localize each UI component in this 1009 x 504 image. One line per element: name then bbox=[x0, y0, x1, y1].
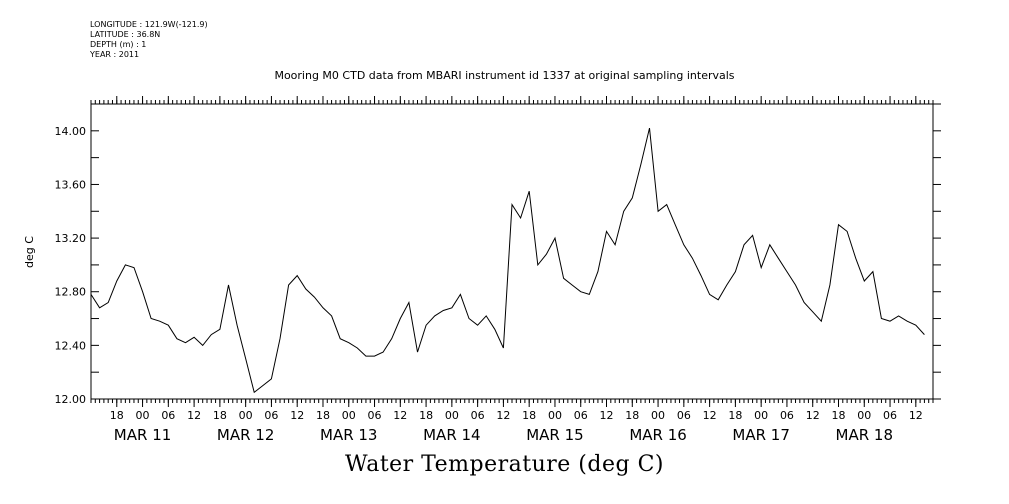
longitude-line: LONGITUDE : 121.9W(-121.9) bbox=[90, 20, 208, 29]
x-hour-tick-label: 06 bbox=[264, 409, 278, 422]
x-hour-tick-label: 12 bbox=[909, 409, 923, 422]
x-hour-tick-label: 12 bbox=[187, 409, 201, 422]
depth-line: DEPTH (m) : 1 bbox=[90, 40, 147, 49]
x-hour-tick-label: 18 bbox=[522, 409, 536, 422]
x-hour-tick-label: 00 bbox=[342, 409, 356, 422]
x-hour-tick-label: 12 bbox=[290, 409, 304, 422]
plot-frame bbox=[90, 103, 934, 400]
x-date-label: MAR 14 bbox=[423, 426, 480, 444]
y-tick-label: 12.00 bbox=[55, 393, 87, 406]
x-hour-tick-label: 06 bbox=[780, 409, 794, 422]
x-hour-tick-label: 18 bbox=[625, 409, 639, 422]
y-tick-label: 13.60 bbox=[55, 178, 87, 191]
x-hour-tick-label: 00 bbox=[548, 409, 562, 422]
x-hour-tick-label: 06 bbox=[368, 409, 382, 422]
x-date-label: MAR 12 bbox=[217, 426, 274, 444]
x-hour-tick-label: 18 bbox=[728, 409, 742, 422]
x-hour-tick-label: 18 bbox=[831, 409, 845, 422]
x-hour-tick-label: 00 bbox=[136, 409, 150, 422]
x-date-label: MAR 18 bbox=[836, 426, 893, 444]
y-tick-label: 14.00 bbox=[55, 125, 87, 138]
x-date-label: MAR 11 bbox=[114, 426, 171, 444]
x-hour-tick-label: 06 bbox=[574, 409, 588, 422]
x-hour-tick-label: 00 bbox=[651, 409, 665, 422]
x-hour-tick-label: 12 bbox=[806, 409, 820, 422]
y-axis-label: deg C bbox=[23, 236, 36, 268]
x-date-label: MAR 16 bbox=[629, 426, 686, 444]
y-tick-label: 12.80 bbox=[55, 286, 87, 299]
x-hour-tick-label: 00 bbox=[239, 409, 253, 422]
x-hour-tick-label: 12 bbox=[703, 409, 717, 422]
x-hour-tick-label: 18 bbox=[316, 409, 330, 422]
x-hour-tick-label: 18 bbox=[110, 409, 124, 422]
x-hour-tick-label: 18 bbox=[419, 409, 433, 422]
x-axis-title: Water Temperature (deg C) bbox=[345, 452, 664, 477]
x-hour-tick-label: 00 bbox=[857, 409, 871, 422]
y-tick-label: 12.40 bbox=[55, 339, 87, 352]
x-hour-tick-label: 06 bbox=[677, 409, 691, 422]
x-hour-tick-label: 12 bbox=[496, 409, 510, 422]
water-temperature-line bbox=[90, 127, 925, 394]
x-hour-tick-label: 12 bbox=[393, 409, 407, 422]
chart-title: Mooring M0 CTD data from MBARI instrumen… bbox=[274, 69, 735, 82]
x-hour-tick-label: 06 bbox=[883, 409, 897, 422]
x-hour-tick-label: 18 bbox=[213, 409, 227, 422]
latitude-line: LATITUDE : 36.8N bbox=[90, 30, 161, 39]
axis-tick-labels: 18 00 06 12 18 00 06 12 18 00 06 12 18 00 06 12 18 00 06 12… bbox=[55, 125, 923, 444]
x-hour-tick-label: 00 bbox=[754, 409, 768, 422]
x-hour-tick-label: 00 bbox=[445, 409, 459, 422]
dataset-metadata: LONGITUDE : 121.9W(-121.9) LATITUDE : 36… bbox=[90, 20, 208, 60]
x-date-label: MAR 13 bbox=[320, 426, 377, 444]
y-tick-label: 13.20 bbox=[55, 232, 87, 245]
year-line: YEAR : 2011 bbox=[90, 50, 140, 59]
x-date-label: MAR 15 bbox=[526, 426, 583, 444]
x-hour-tick-label: 12 bbox=[600, 409, 614, 422]
x-hour-tick-label: 06 bbox=[161, 409, 175, 422]
x-hour-tick-label: 06 bbox=[471, 409, 485, 422]
axis-ticks bbox=[90, 96, 941, 407]
x-date-label: MAR 17 bbox=[732, 426, 789, 444]
